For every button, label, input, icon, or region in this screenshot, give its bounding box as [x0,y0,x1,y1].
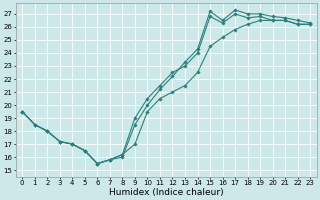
X-axis label: Humidex (Indice chaleur): Humidex (Indice chaleur) [109,188,224,197]
